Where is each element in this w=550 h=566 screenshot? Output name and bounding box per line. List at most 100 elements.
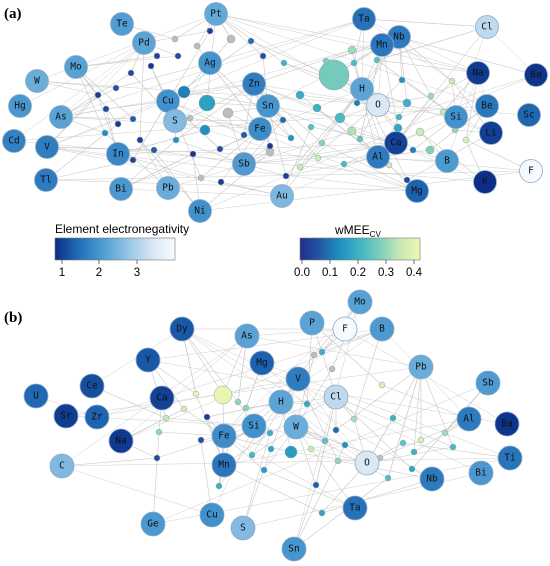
element-node-circle: [242, 72, 266, 96]
panel-a-mixture-node: [409, 146, 417, 154]
panel-b-mixture-node: [260, 466, 268, 474]
panel-a-element-pt: Pt: [204, 2, 228, 26]
panel-b-edge: [413, 366, 422, 453]
element-node-circle: [84, 404, 110, 430]
panel-a-element-v: V: [35, 135, 59, 159]
panel-a-edge: [299, 94, 379, 106]
element-node-circle: [35, 135, 59, 159]
panel-a-mixture-node: [282, 172, 290, 180]
element-node-label: Mg: [256, 358, 267, 369]
panel-a-element-ag: Ag: [198, 51, 222, 75]
panel-a-element-ni: Ni: [188, 199, 212, 223]
element-node-label: Ba: [530, 70, 541, 81]
panel-a-element-si: Si: [444, 105, 468, 129]
element-node-label: H: [278, 397, 284, 408]
panel-b-element-mn: Mn: [211, 452, 237, 478]
panel-a-mixture-node: [353, 99, 361, 107]
element-node-label: P: [309, 318, 315, 329]
wmee-colorbar-gradient: [299, 237, 421, 261]
element-node-circle: [199, 502, 225, 528]
element-node-circle: [248, 117, 272, 141]
panel-a-edge: [363, 18, 479, 74]
element-node-label: Sc: [523, 110, 534, 121]
panel-b-mixture-node: [310, 351, 318, 359]
panel-a-edge: [75, 66, 134, 120]
panel-b-edge: [246, 328, 346, 337]
panel-b-element-ba: Ba: [494, 411, 520, 437]
wmee-title-subscript: CV: [370, 230, 382, 239]
element-node-circle: [370, 33, 394, 57]
element-nodes-b: Mo P F B Dy As Mg Y Pb V Ce Ca Cl Sb U H Sr Zr Si W Al Ba Na Fe…: [23, 289, 523, 562]
panel-b: (b) Mo P F B Dy As Mg Y Pb V Ce Ca Cl Sb U H Sr Zr Si W Al Ba…: [4, 289, 523, 562]
panel-b-mixture-node: [267, 445, 275, 453]
element-node-circle: [79, 373, 105, 399]
panel-a-edge: [46, 146, 283, 197]
panel-b-mixture-node: [410, 448, 418, 456]
panel-a-mixture-node: [296, 163, 304, 171]
panel-a-edge: [167, 30, 211, 102]
panel-a-edge: [215, 13, 479, 74]
element-node-circle: [444, 105, 468, 129]
panel-a-mixture-node: [393, 123, 403, 133]
panel-a-mixture-node: [259, 52, 267, 60]
element-node-circle: [524, 63, 548, 87]
element-node-circle: [283, 414, 309, 440]
element-node-label: Bi: [115, 184, 127, 195]
panel-a-edge: [215, 13, 488, 107]
panel-a-mixture-node: [318, 59, 350, 91]
panel-a-element-zn: Zn: [242, 72, 266, 96]
panel-a-mixture-node: [171, 35, 179, 43]
element-node-label: Tl: [40, 175, 51, 186]
panel-b-edge: [353, 328, 383, 420]
element-node-circle: [268, 389, 294, 415]
panel-a: (a) Pt Te Pd Ta Nb Cl Mn Mo Ag W Hg Zn Na Ba As Cu Sn HO B…: [2, 2, 548, 223]
element-node-label: Te: [116, 19, 128, 30]
panel-a-mixture-node: [415, 127, 425, 137]
panel-b-mixture-node: [441, 429, 449, 437]
element-node-circle: [135, 347, 161, 373]
panel-a-element-in: In: [106, 142, 130, 166]
panel-b-element-mo: Mo: [347, 289, 373, 315]
panel-b-element-b: B: [369, 316, 395, 342]
panel-b-mixture-node: [318, 509, 326, 517]
panel-a-edge: [120, 153, 194, 190]
panel-b-mixture-node: [284, 445, 298, 459]
element-node-label: Zr: [91, 412, 103, 423]
panel-b-mixture-node: [389, 414, 397, 422]
panel-b-element-al: Al: [456, 406, 482, 432]
panel-a-edge: [167, 36, 400, 102]
panel-b-mixture-node: [378, 381, 386, 389]
panel-a-edge: [299, 104, 379, 168]
element-node-label: Sr: [60, 411, 72, 422]
panel-b-mixture-node: [155, 428, 163, 436]
element-node-label: F: [342, 324, 348, 335]
panel-b-mixture-node: [180, 405, 188, 413]
element-node-circle: [25, 69, 49, 93]
panel-b-element-p: P: [299, 310, 325, 336]
element-node-circle: [342, 495, 368, 521]
element-node-label: Hg: [14, 101, 25, 112]
panel-a-mixture-node: [94, 91, 102, 99]
panel-a-edge: [46, 100, 169, 148]
panel-a-element-as: As: [49, 105, 73, 129]
element-node-label: Be: [481, 101, 493, 112]
panel-a-element-b: B: [435, 149, 459, 173]
element-node-label: Si: [248, 421, 260, 432]
panel-b-mixture-node: [321, 437, 329, 445]
panel-b-mixture-node: [399, 439, 407, 447]
element-node-label: Ca: [390, 138, 401, 149]
panel-a-edge: [243, 142, 397, 165]
panel-b-mixture-node: [334, 457, 342, 465]
panel-a-element-fe: Fe: [248, 117, 272, 141]
panel-a-mixture-node: [425, 145, 435, 155]
element-node-circle: [435, 149, 459, 173]
panel-b-element-ge: Ge: [140, 511, 166, 537]
panel-a-mixture-node: [427, 92, 435, 100]
panel-a-edge: [253, 83, 323, 144]
element-node-label: Ta: [358, 14, 369, 25]
element-node-circle: [494, 411, 520, 437]
element-node-circle: [188, 199, 212, 223]
panel-b-mixture-node: [213, 385, 233, 405]
element-node-circle: [230, 515, 256, 541]
element-node-circle: [323, 384, 349, 410]
